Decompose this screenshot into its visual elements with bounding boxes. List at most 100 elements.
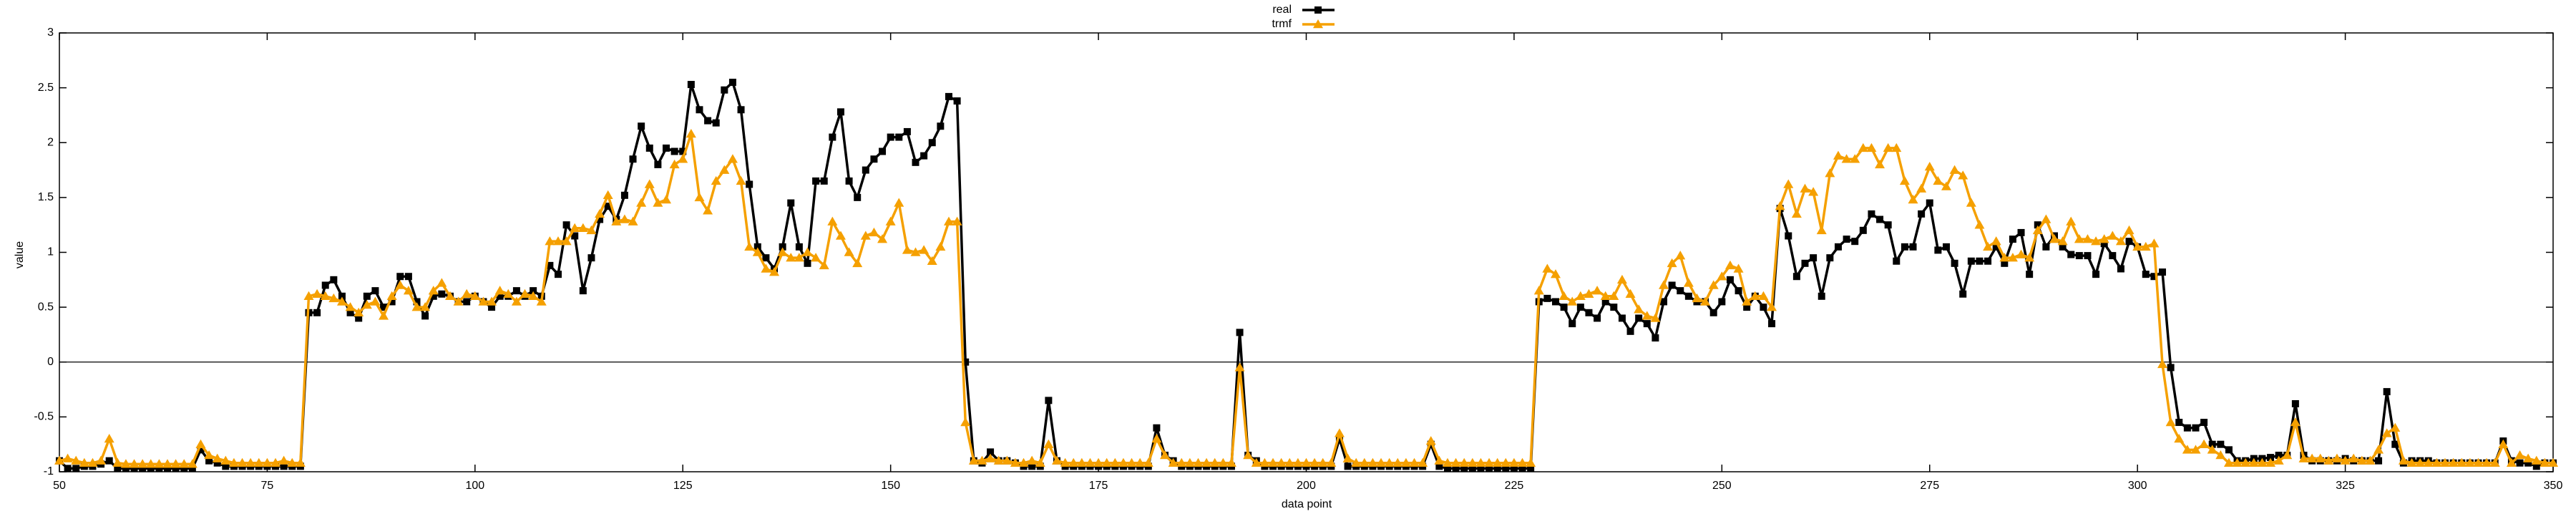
data-point (2215, 450, 2226, 460)
data-point (262, 457, 273, 467)
data-point (1742, 296, 1752, 306)
data-point (162, 459, 173, 468)
data-point (1668, 281, 1676, 289)
data-point (1126, 457, 1137, 467)
data-point (1833, 150, 1843, 160)
data-point (511, 296, 522, 306)
data-point (2275, 452, 2283, 460)
data-point (985, 453, 996, 462)
data-point (188, 465, 196, 472)
data-point (1118, 457, 1128, 467)
data-point (1826, 254, 1834, 262)
data-point (728, 78, 736, 86)
data-point (2001, 259, 2009, 267)
data-point (2017, 228, 2025, 236)
data-point (1908, 194, 1918, 204)
data-point (1733, 263, 1744, 273)
data-point (1493, 465, 1501, 472)
data-point (1551, 269, 1561, 278)
data-point (1542, 263, 1553, 273)
data-point (1883, 142, 1893, 152)
data-point (953, 97, 961, 105)
data-point (197, 446, 205, 454)
data-point (943, 216, 954, 225)
data-point (1510, 465, 1518, 472)
legend-marker (1314, 6, 1322, 14)
data-point (1435, 462, 1443, 470)
data-point (404, 273, 412, 281)
data-point (2182, 445, 2192, 454)
data-point (1767, 302, 1777, 311)
data-point (104, 434, 114, 443)
data-point (2059, 243, 2067, 251)
data-point (2067, 251, 2075, 258)
data-point (2240, 457, 2251, 467)
x-tick-label: 75 (261, 480, 274, 492)
data-point (2207, 445, 2218, 454)
data-point (363, 292, 371, 300)
data-point (2117, 265, 2124, 273)
data-point (145, 459, 156, 468)
data-point (935, 241, 946, 251)
data-point (1517, 457, 1528, 467)
data-point (429, 292, 437, 300)
data-point (1708, 280, 1719, 289)
data-point (154, 459, 165, 468)
data-point (761, 263, 771, 273)
data-point (1576, 304, 1584, 311)
data-point (653, 198, 663, 207)
data-point (213, 459, 221, 467)
data-point (1916, 183, 1927, 193)
data-point (1392, 457, 1403, 467)
data-point (1758, 291, 1769, 301)
data-point (1234, 362, 1245, 372)
data-point (130, 465, 138, 472)
data-point (545, 236, 555, 246)
data-point (1052, 455, 1062, 465)
data-point (869, 227, 879, 237)
x-tick-label: 250 (1712, 480, 1732, 492)
data-point (386, 291, 397, 301)
data-point (96, 455, 107, 465)
data-point (1958, 170, 1968, 180)
data-point (2257, 457, 2268, 467)
data-point (596, 215, 604, 223)
data-point (155, 465, 163, 472)
data-point (786, 253, 796, 262)
data-point (2084, 252, 2092, 260)
data-point (1028, 462, 1036, 470)
data-point (2175, 419, 2183, 427)
data-point (2092, 271, 2100, 278)
data-point (887, 133, 894, 141)
data-point (1992, 243, 2000, 251)
data-point (2423, 457, 2434, 467)
data-point (1101, 457, 1112, 467)
data-point (895, 133, 903, 141)
data-point (752, 247, 763, 256)
data-point (1568, 320, 1576, 328)
data-point (910, 247, 921, 256)
data-point (2099, 234, 2109, 243)
data-point (1584, 288, 1594, 298)
data-point (1791, 208, 1802, 218)
data-point (912, 158, 919, 166)
data-point (1501, 457, 1511, 467)
data-point (1659, 280, 1669, 289)
data-point (2192, 424, 2200, 432)
data-point (2124, 225, 2135, 235)
data-point (2439, 457, 2450, 467)
y-tick-label: -0.5 (34, 411, 54, 423)
data-point (164, 465, 172, 472)
data-point (1600, 291, 1611, 301)
data-point (64, 465, 72, 472)
data-point (1792, 273, 1800, 281)
data-point (1243, 450, 1254, 460)
data-point (1942, 243, 1950, 251)
data-point (1045, 397, 1053, 404)
data-point (1110, 457, 1121, 467)
y-tick-label: 3 (47, 26, 54, 39)
data-point (2049, 234, 2059, 243)
data-point (2524, 459, 2532, 467)
data-point (1652, 334, 1659, 342)
data-point (1643, 320, 1651, 328)
